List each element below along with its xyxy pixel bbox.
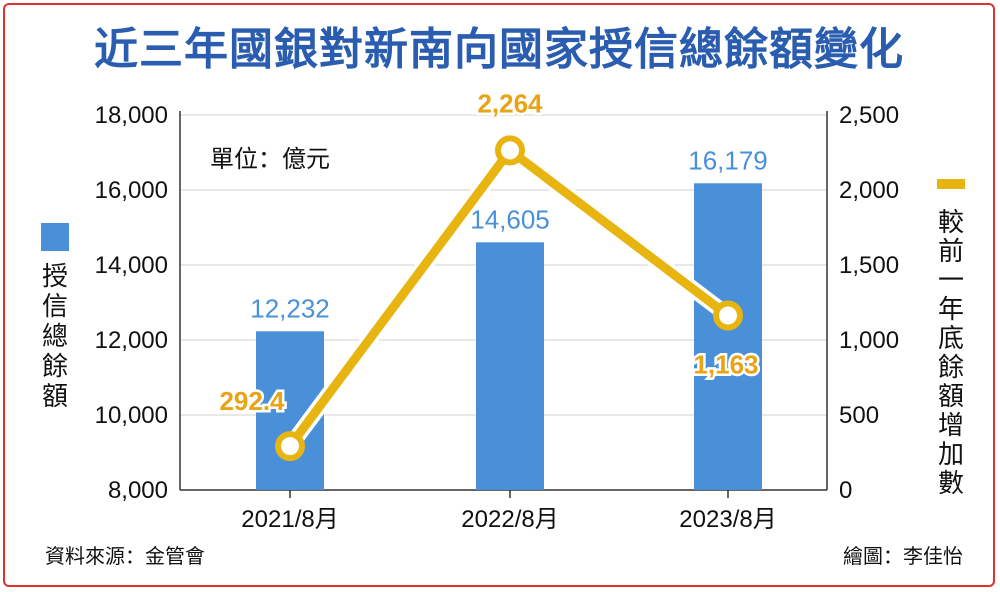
line-point	[713, 300, 743, 331]
chart-svg: 8,000 10,000 12,000 14,000 16,000 18,000 0 500 1…	[41, 86, 965, 533]
y-left-tick-label: 14,000	[95, 252, 168, 279]
bar-value-label: 12,232	[250, 293, 330, 323]
source-note: 資料來源：金管會	[45, 544, 205, 568]
y-right-tick-label: 500	[839, 402, 879, 429]
x-tick-label: 2021/8月	[241, 506, 338, 533]
bar	[476, 242, 544, 490]
line-value-label: 1,163	[693, 350, 758, 380]
bar	[694, 183, 762, 490]
bar-value-label: 14,605	[470, 204, 550, 234]
chart-frame: 近三年國銀對新南向國家授信總餘額變化 8,000 10,000 12,000 14,0…	[3, 3, 995, 587]
y-right-tick-label: 1,000	[839, 327, 899, 354]
y-left-axis-label: 授信總餘額	[42, 262, 68, 412]
y-left-tick-label: 18,000	[95, 102, 168, 129]
y-right-tick-label: 2,000	[839, 177, 899, 204]
y-left-tick-label: 12,000	[95, 327, 168, 354]
y-left-tick-label: 8,000	[108, 477, 168, 504]
credit-note: 繪圖：李佳怡	[843, 544, 963, 568]
y-right-tick-label: 0	[839, 477, 852, 504]
y-right-tick-label: 2,500	[839, 102, 899, 129]
y-right-tick-label: 1,500	[839, 252, 899, 279]
y-right-axis-label: 較前一年底餘額增加數	[938, 208, 964, 499]
x-tick-label: 2023/8月	[679, 506, 776, 533]
bar-value-label: 16,179	[688, 145, 768, 175]
unit-label: 單位：億元	[210, 145, 330, 173]
chart-title: 近三年國銀對新南向國家授信總餘額變化	[94, 24, 904, 75]
x-tick-label: 2022/8月	[461, 506, 558, 533]
line-point	[495, 135, 525, 166]
legend-swatch-line	[937, 179, 965, 189]
legend-swatch-bar	[41, 223, 69, 251]
line-value-label: 2,264	[477, 88, 543, 118]
line-value-label: 292.4	[219, 386, 285, 416]
y-left-tick-label: 16,000	[95, 177, 168, 204]
y-left-tick-label: 10,000	[95, 402, 168, 429]
line-point	[275, 431, 305, 462]
